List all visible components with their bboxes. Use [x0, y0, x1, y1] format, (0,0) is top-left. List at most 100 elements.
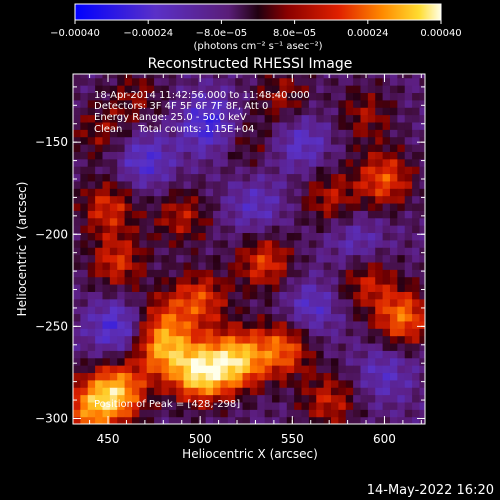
heatmap-cell: [80, 291, 89, 300]
heatmap-cell: [154, 313, 163, 322]
heatmap-cell: [279, 269, 288, 278]
heatmap-cell: [272, 166, 281, 175]
heatmap-cell: [264, 306, 273, 315]
heatmap-cell: [353, 225, 362, 234]
heatmap-cell: [308, 365, 317, 374]
heatmap-cell: [419, 298, 425, 307]
heatmap-cell: [95, 180, 104, 189]
heatmap-cell: [360, 85, 369, 94]
heatmap-cell: [161, 210, 170, 219]
heatmap-cell: [389, 232, 398, 241]
heatmap-cell: [117, 335, 126, 344]
heatmap-cell: [124, 409, 133, 418]
heatmap-cell: [190, 269, 199, 278]
heatmap-cell: [316, 173, 325, 182]
heatmap-cell: [227, 350, 236, 359]
heatmap-cell: [190, 232, 199, 241]
heatmap-cell: [146, 387, 155, 396]
heatmap-cell: [338, 151, 347, 160]
heatmap-cell: [213, 74, 222, 79]
heatmap-cell: [87, 416, 96, 424]
heatmap-cell: [80, 394, 89, 403]
heatmap-cell: [308, 306, 317, 315]
heatmap-cell: [168, 291, 177, 300]
heatmap-cell: [80, 74, 89, 79]
heatmap-cell: [176, 387, 185, 396]
heatmap-cell: [183, 313, 192, 322]
heatmap-cell: [382, 247, 391, 256]
heatmap-cell: [168, 306, 177, 315]
heatmap-cell: [80, 114, 89, 123]
heatmap-cell: [198, 401, 207, 410]
heatmap-cell: [375, 357, 384, 366]
heatmap-cell: [227, 269, 236, 278]
heatmap-cell: [242, 313, 251, 322]
heatmap-cell: [353, 151, 362, 160]
heatmap-cell: [87, 313, 96, 322]
heatmap-cell: [242, 247, 251, 256]
heatmap-cell: [131, 254, 140, 263]
heatmap-cell: [301, 401, 310, 410]
heatmap-cell: [109, 394, 118, 403]
heatmap-cell: [382, 107, 391, 116]
heatmap-cell: [146, 276, 155, 285]
heatmap-cell: [146, 357, 155, 366]
heatmap-cell: [279, 173, 288, 182]
heatmap-cell: [139, 144, 148, 152]
heatmap-cell: [353, 298, 362, 307]
heatmap-cell: [316, 217, 325, 226]
heatmap-cell: [308, 313, 317, 322]
heatmap-cell: [389, 225, 398, 234]
heatmap-cell: [272, 74, 281, 79]
heatmap-cell: [176, 416, 185, 424]
heatmap-cell: [80, 232, 89, 241]
heatmap-cell: [109, 166, 118, 175]
heatmap-cell: [412, 114, 421, 123]
heatmap-cell: [249, 188, 258, 197]
heatmap-cell: [242, 144, 251, 152]
heatmap-cell: [168, 158, 177, 167]
heatmap-cell: [183, 416, 192, 424]
heatmap-cell: [360, 357, 369, 366]
heatmap-cell: [249, 217, 258, 226]
heatmap-cell: [220, 284, 229, 292]
heatmap-cell: [161, 365, 170, 374]
heatmap-cell: [242, 92, 251, 101]
heatmap-cell: [308, 239, 317, 248]
heatmap-cell: [198, 291, 207, 300]
heatmap-cell: [95, 298, 104, 307]
heatmap-cell: [397, 202, 406, 211]
heatmap-cell: [360, 328, 369, 337]
heatmap-cell: [419, 202, 425, 211]
heatmap-cell: [367, 180, 376, 189]
heatmap-cell: [109, 261, 118, 270]
heatmap-cell: [109, 239, 118, 248]
heatmap-cell: [220, 387, 229, 396]
heatmap-cell: [294, 394, 303, 403]
heatmap-cell: [95, 313, 104, 322]
heatmap-cell: [301, 232, 310, 241]
heatmap-cell: [353, 394, 362, 403]
heatmap-cell: [360, 202, 369, 211]
heatmap-cell: [360, 247, 369, 256]
heatmap-cell: [205, 166, 214, 175]
heatmap-cell: [198, 350, 207, 359]
heatmap-cell: [338, 357, 347, 366]
heatmap-cell: [360, 166, 369, 175]
heatmap-cell: [154, 401, 163, 410]
heatmap-cell: [316, 180, 325, 189]
heatmap-cell: [389, 365, 398, 374]
heatmap-cell: [87, 379, 96, 388]
heatmap-cell: [227, 195, 236, 204]
heatmap-cell: [146, 350, 155, 359]
heatmap-cell: [301, 195, 310, 204]
heatmap-cell: [286, 188, 295, 197]
heatmap-cell: [316, 188, 325, 197]
heatmap-cell: [220, 121, 229, 130]
annotation-clean: Clean Total counts: 1.15E+04: [94, 124, 254, 135]
heatmap-cell: [404, 284, 413, 292]
heatmap-cell: [331, 394, 339, 403]
heatmap-cell: [102, 394, 111, 403]
heatmap-cell: [73, 74, 81, 79]
heatmap-cell: [397, 335, 406, 344]
